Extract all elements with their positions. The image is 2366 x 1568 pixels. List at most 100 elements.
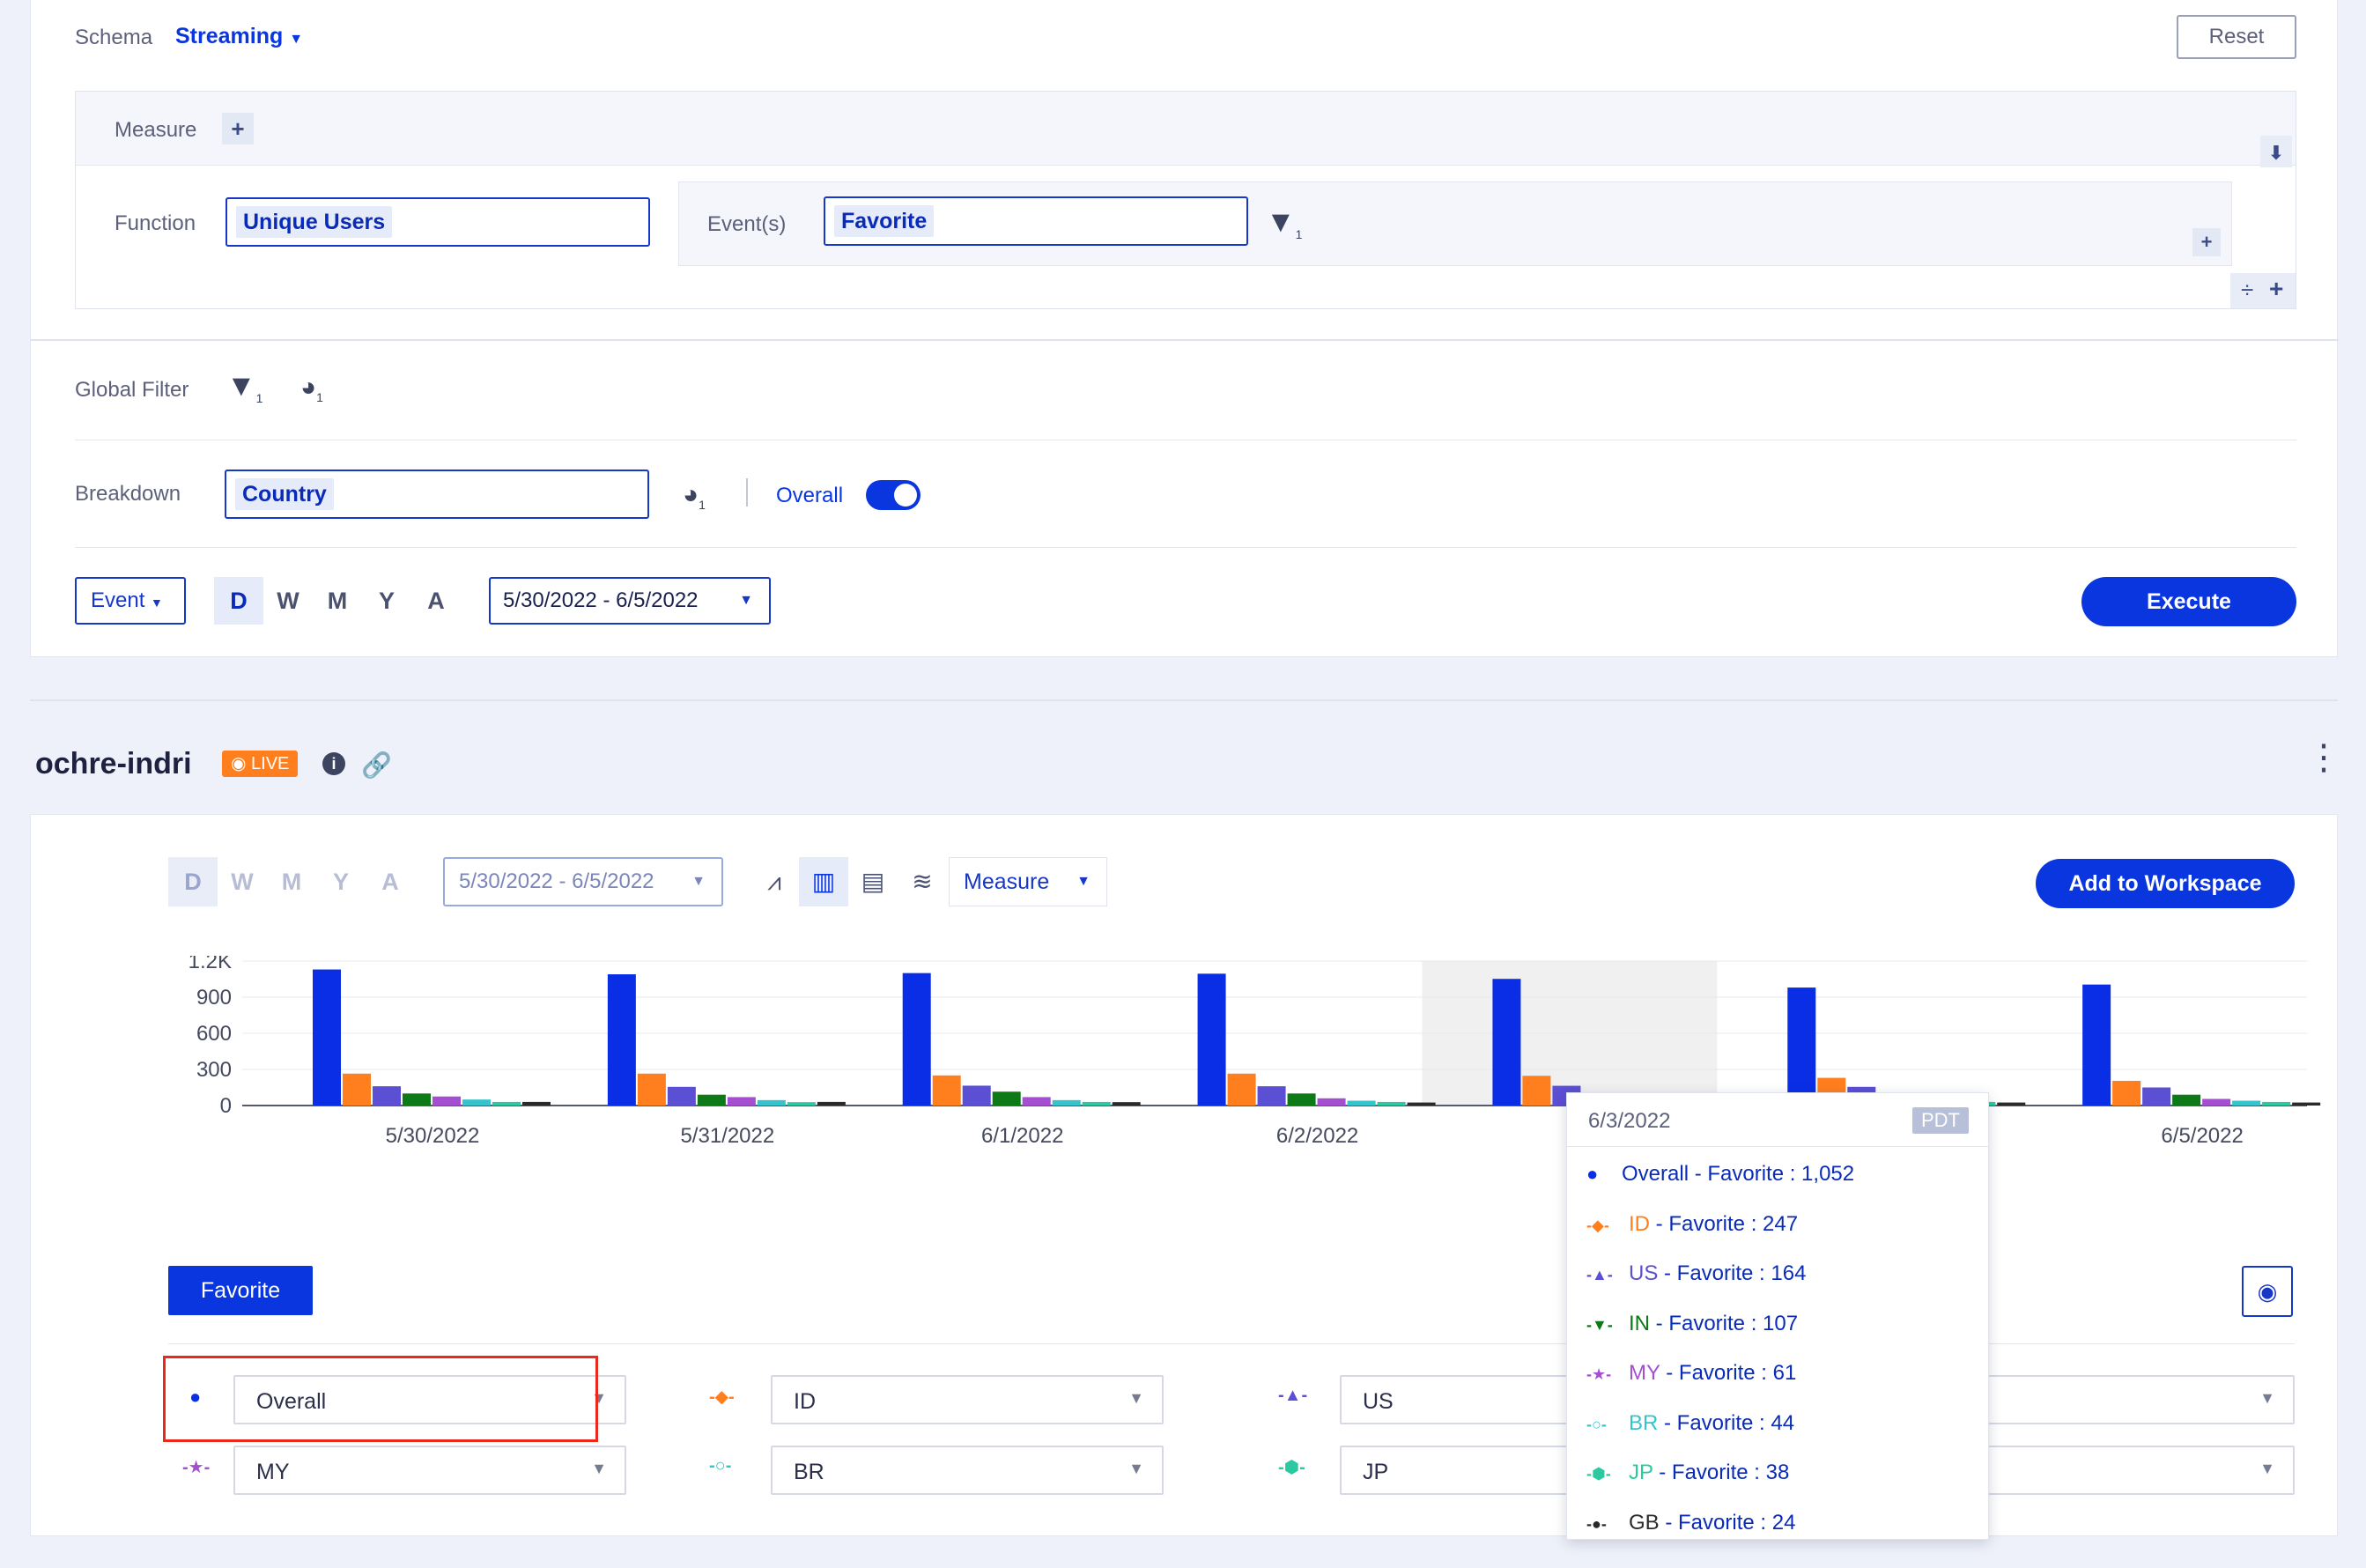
schema-dropdown[interactable]: Streaming ▼: [175, 24, 303, 49]
bar-jp-3: [1377, 1101, 1406, 1106]
bar-us-3: [1257, 1086, 1286, 1106]
bar-gb-1: [817, 1101, 846, 1106]
add-measure-button[interactable]: +: [222, 113, 254, 144]
granularity-y[interactable]: Y: [378, 588, 395, 614]
event-dropdown[interactable]: Event ▼: [75, 577, 186, 625]
legend-marker-icon: -○-: [709, 1456, 732, 1476]
bar-br-6: [2232, 1100, 2261, 1106]
divide-button[interactable]: ÷: [2241, 277, 2253, 304]
legend-series-select[interactable]: Overall ▼: [233, 1375, 626, 1424]
tooltip-series-code: IN: [1629, 1311, 1650, 1335]
event-filter-count: 1: [1295, 226, 1303, 241]
tooltip-row: -○- BR - Favorite : 44: [1586, 1411, 1794, 1436]
event-filter-button[interactable]: ▼1: [1266, 205, 1302, 241]
global-filter-count: 1: [255, 390, 263, 405]
granularity-m[interactable]: M: [281, 869, 302, 895]
legend-series-select[interactable]: ID ▼: [771, 1375, 1164, 1424]
bar-id-3: [1227, 1073, 1256, 1106]
series-marker-icon: -◆-: [1586, 1216, 1609, 1234]
tooltip-series-value: - Favorite : 247: [1650, 1211, 1799, 1236]
y-tick-label: 1.2K: [189, 956, 232, 973]
info-button[interactable]: i: [322, 752, 345, 775]
series-marker-icon: -○-: [1586, 1415, 1607, 1433]
plus-icon: +: [2269, 275, 2284, 302]
add-to-workspace-label: Add to Workspace: [2068, 871, 2262, 896]
measure-dropdown[interactable]: Measure ▼: [949, 857, 1107, 906]
reset-button[interactable]: Reset: [2177, 15, 2296, 59]
event-tab-favorite[interactable]: Favorite: [168, 1266, 313, 1315]
function-field[interactable]: Unique Users: [226, 197, 650, 247]
link-button[interactable]: 🔗: [361, 751, 392, 780]
line-chart-button[interactable]: ⩘: [750, 857, 799, 906]
tooltip-series-value: - Favorite : 44: [1658, 1410, 1795, 1435]
measure-actions: ÷ +: [2230, 273, 2296, 308]
add-formula-button[interactable]: +: [2269, 275, 2283, 303]
legend-series-label: JP: [1363, 1460, 1389, 1484]
granularity-w[interactable]: W: [277, 588, 299, 614]
download-button[interactable]: ⬇: [2260, 136, 2292, 167]
global-filter-button[interactable]: ▼1: [226, 369, 262, 405]
bar-id-6: [2112, 1080, 2141, 1106]
series-marker-icon: -⬢-: [1586, 1465, 1611, 1483]
granularity-m[interactable]: M: [327, 588, 348, 614]
more-options-button[interactable]: ⋮: [2306, 740, 2341, 775]
tooltip-series-code: BR: [1629, 1410, 1659, 1435]
add-event-button[interactable]: +: [2192, 228, 2221, 256]
event-field[interactable]: Favorite: [824, 196, 1248, 246]
tooltip-series-code: MY: [1629, 1361, 1660, 1385]
series-marker-icon: ●: [1586, 1163, 1599, 1185]
bar-in-6: [2172, 1094, 2201, 1106]
granularity-d[interactable]: D: [214, 577, 263, 625]
tooltip-row: -●- GB - Favorite : 24: [1586, 1511, 1795, 1535]
divider: [75, 547, 2296, 548]
segment-icon: ◕: [683, 480, 699, 509]
line-chart-icon: ⩘: [767, 868, 781, 895]
breakdown-segment-button[interactable]: ◕1: [683, 480, 706, 512]
tooltip-series-value: - Favorite : 24: [1659, 1510, 1796, 1535]
stacked-bar-button[interactable]: ▤: [848, 857, 898, 906]
result-divider: [30, 699, 2338, 701]
add-to-workspace-button[interactable]: Add to Workspace: [2036, 859, 2295, 908]
breakdown-field[interactable]: Country: [225, 470, 649, 519]
divider: [31, 339, 2339, 341]
bar-chart-button[interactable]: ▥: [799, 857, 848, 906]
granularity-a[interactable]: A: [381, 869, 399, 895]
caret-down-icon: ▼: [151, 595, 163, 610]
global-segment-button[interactable]: ◕1: [300, 373, 323, 404]
granularity-y[interactable]: Y: [332, 869, 349, 895]
bar-overall-3: [1197, 973, 1226, 1106]
visibility-button[interactable]: ◉: [2242, 1266, 2293, 1317]
bar-in-0: [403, 1093, 431, 1106]
legend-series-select[interactable]: MY ▼: [233, 1446, 626, 1495]
legend-series-select[interactable]: BR ▼: [771, 1446, 1164, 1495]
bar-my-0: [433, 1096, 461, 1106]
bar-id-1: [637, 1073, 666, 1106]
bar-gb-5: [1997, 1102, 2026, 1106]
granularity-w[interactable]: W: [231, 869, 254, 895]
area-chart-button[interactable]: ≋: [898, 857, 947, 906]
area-chart-icon: ≋: [912, 868, 933, 895]
function-chip: Unique Users: [236, 206, 393, 238]
event-dropdown-label: Event: [91, 588, 145, 612]
caret-down-icon: ▼: [1128, 1389, 1144, 1407]
caret-down-icon: ▼: [1076, 874, 1091, 889]
tooltip-series-code: ID: [1629, 1211, 1650, 1236]
reset-label: Reset: [2208, 25, 2265, 48]
granularity-d[interactable]: D: [168, 857, 218, 906]
execute-button[interactable]: Execute: [2081, 577, 2296, 626]
result-date-range[interactable]: 5/30/2022 - 6/5/2022 ▼: [443, 857, 723, 906]
caret-down-icon: ▼: [1128, 1460, 1144, 1477]
caret-down-icon: ▼: [2259, 1389, 2275, 1407]
y-tick-label: 0: [220, 1094, 232, 1118]
series-marker-icon: -▲-: [1586, 1266, 1613, 1283]
selection-highlight: [163, 1356, 598, 1442]
breakdown-segment-count: 1: [699, 498, 706, 512]
series-marker-icon: -▼-: [1586, 1315, 1613, 1334]
bar-us-2: [962, 1085, 991, 1106]
date-range-picker[interactable]: 5/30/2022 - 6/5/2022 ▼: [489, 577, 771, 625]
overall-toggle[interactable]: [866, 480, 921, 510]
bar-in-3: [1287, 1093, 1316, 1106]
granularity-a[interactable]: A: [427, 588, 445, 614]
bar-in-2: [992, 1091, 1021, 1106]
eye-icon: ◉: [2257, 1278, 2278, 1305]
